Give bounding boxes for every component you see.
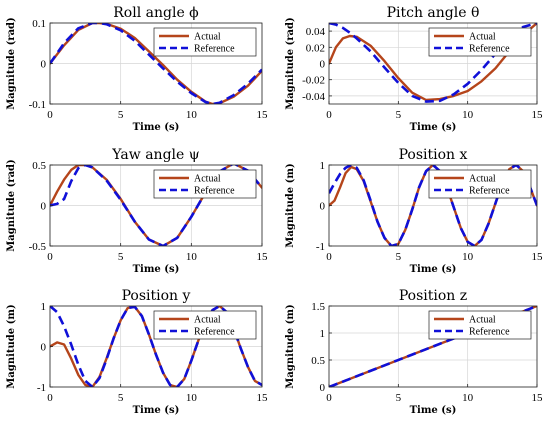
y-axis-label: Magnitude (m) [6,304,17,388]
panel-title: Position x [399,147,468,163]
y-tick-label: 1.5 [311,301,325,313]
y-tick-label: 0 [41,59,47,71]
x-tick-label: 5 [396,392,402,404]
y-axis-label: Magnitude (m) [285,163,296,247]
y-tick-label: -0.02 [302,75,325,87]
axes-frame [328,305,538,388]
x-tick-label: 15 [532,109,544,121]
x-tick-label: 10 [462,251,474,263]
x-axis-label: Time (s) [133,122,180,133]
legend-label-actual: Actual [194,32,221,43]
x-axis-label: Time (s) [133,405,180,416]
y-axis-label: Magnitude (rad) [6,17,17,110]
legend-label-reference: Reference [469,186,510,197]
y-tick-label: -0.5 [29,241,47,253]
x-tick-label: 15 [257,251,269,263]
panel-6: 0 5 10 15 0 0.5 1 1.5 Position z Time (s) Magnitud… [285,288,543,416]
x-tick-label: 0 [326,109,332,121]
x-axis-label: Time (s) [410,122,457,133]
x-tick-label: 0 [47,251,53,263]
legend-box [428,310,532,340]
panel-title: Position y [122,288,191,304]
y-tick-label: 1 [320,160,326,172]
x-tick-label: 15 [257,109,269,121]
legend-label-actual: Actual [469,32,496,43]
x-tick-label: 10 [462,392,474,404]
x-tick-label: 5 [396,251,402,263]
x-axis-label: Time (s) [410,405,457,416]
legend-label-reference: Reference [194,186,235,197]
x-tick-label: 10 [186,251,198,263]
x-tick-label: 15 [532,251,544,263]
legend-box [428,169,532,199]
panel-title: Pitch angle θ [387,5,480,21]
panel-title: Yaw angle ψ [111,147,199,163]
legend-box [153,27,257,57]
panel-2: 0 5 10 15 -0.04 -0.02 0 0.02 0.04 Pitch angle θ Ti… [285,5,543,133]
x-tick-label: 5 [396,109,402,121]
x-axis-label: Time (s) [133,264,180,275]
y-axis-label: Magnitude (m) [285,304,296,388]
x-tick-label: 5 [118,251,124,263]
legend-label-reference: Reference [194,327,235,338]
y-tick-label: -0.1 [29,99,46,111]
x-tick-label: 0 [326,251,332,263]
legend-box [153,169,257,199]
series-line-reference [50,23,262,104]
legend-label-actual: Actual [469,174,496,185]
series-line-actual [329,23,537,102]
x-axis-label: Time (s) [410,264,457,275]
y-tick-label: -1 [37,382,46,394]
x-tick-label: 0 [326,392,332,404]
x-tick-label: 0 [47,109,53,121]
x-tick-label: 15 [257,392,269,404]
panel-title: Position z [399,288,467,304]
y-tick-label: 0 [320,201,326,213]
y-tick-label: 0 [41,342,47,354]
x-tick-label: 5 [118,392,124,404]
y-tick-label: 0.1 [32,18,46,30]
x-tick-label: 10 [186,392,198,404]
legend-label-reference: Reference [469,327,510,338]
y-tick-label: 0.04 [306,26,326,38]
y-axis-label: Magnitude (rad) [285,17,296,110]
legend-label-actual: Actual [469,315,496,326]
x-tick-label: 0 [47,392,53,404]
legend-label-reference: Reference [194,44,235,55]
x-tick-label: 5 [118,109,124,121]
y-tick-label: 1 [320,328,326,340]
legend-label-reference: Reference [469,44,510,55]
y-tick-label: -1 [316,241,325,253]
y-tick-label: 0 [320,382,326,394]
x-tick-label: 10 [462,109,474,121]
legend-box [428,27,532,57]
legend-box [153,310,257,340]
y-tick-label: -0.04 [302,91,325,103]
y-tick-label: 0.5 [32,160,46,172]
y-tick-label: 0.02 [306,42,325,54]
x-tick-label: 10 [186,109,198,121]
y-tick-label: 0.5 [311,355,325,367]
x-tick-label: 15 [532,392,544,404]
panel-title: Roll angle ϕ [113,5,198,21]
y-tick-label: 0 [320,59,326,71]
y-axis-label: Magnitude (rad) [6,159,17,252]
legend-label-actual: Actual [194,315,221,326]
y-tick-label: 0 [41,201,47,213]
y-tick-label: 1 [41,301,47,313]
legend-label-actual: Actual [194,174,221,185]
series-group [50,23,262,104]
